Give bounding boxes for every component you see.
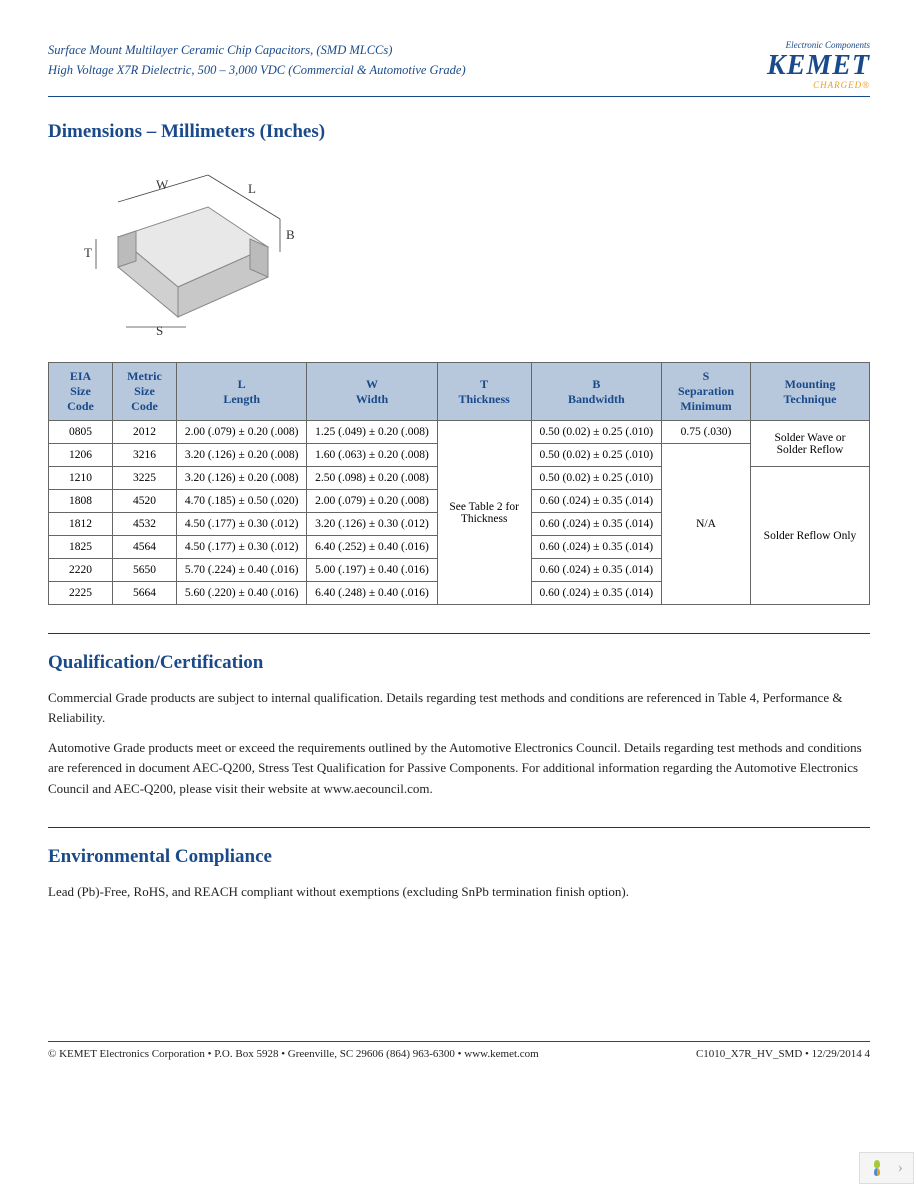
cell-bandwidth: 0.60 (.024) ± 0.35 (.014) <box>531 559 661 582</box>
cell-bandwidth: 0.60 (.024) ± 0.35 (.014) <box>531 536 661 559</box>
cell-metric: 3225 <box>113 467 177 490</box>
qualification-p2: Automotive Grade products meet or exceed… <box>48 738 870 798</box>
cell-width: 6.40 (.252) ± 0.40 (.016) <box>307 536 437 559</box>
cell-mounting: Solder Wave orSolder Reflow <box>751 421 870 467</box>
cell-length: 3.20 (.126) ± 0.20 (.008) <box>177 444 307 467</box>
th-thickness: TThickness <box>437 363 531 421</box>
diagram-label-w: W <box>156 177 169 192</box>
logo-block: Electronic Components KEMET CHARGED® <box>767 40 870 90</box>
diagram-label-t: T <box>84 245 92 260</box>
dimensions-heading: Dimensions – Millimeters (Inches) <box>48 121 870 143</box>
cell-metric: 4520 <box>113 490 177 513</box>
page-header: Surface Mount Multilayer Ceramic Chip Ca… <box>48 40 870 97</box>
cell-thickness: See Table 2 forThickness <box>437 421 531 605</box>
cell-mounting: Solder Reflow Only <box>751 467 870 605</box>
cell-bandwidth: 0.60 (.024) ± 0.35 (.014) <box>531 582 661 605</box>
cell-eia: 2225 <box>49 582 113 605</box>
cell-length: 4.50 (.177) ± 0.30 (.012) <box>177 513 307 536</box>
cell-bandwidth: 0.50 (0.02) ± 0.25 (.010) <box>531 467 661 490</box>
th-length: LLength <box>177 363 307 421</box>
cell-bandwidth: 0.60 (.024) ± 0.35 (.014) <box>531 513 661 536</box>
diagram-label-b: B <box>286 227 295 242</box>
widget-icon <box>866 1157 888 1179</box>
cell-width: 2.50 (.098) ± 0.20 (.008) <box>307 467 437 490</box>
cell-width: 1.25 (.049) ± 0.20 (.008) <box>307 421 437 444</box>
section-divider <box>48 633 870 634</box>
logo-tagline: CHARGED® <box>767 80 870 90</box>
cell-eia: 1210 <box>49 467 113 490</box>
cell-metric: 2012 <box>113 421 177 444</box>
th-mounting: MountingTechnique <box>751 363 870 421</box>
chevron-right-icon[interactable]: › <box>894 1159 907 1177</box>
cell-eia: 2220 <box>49 559 113 582</box>
environmental-p1: Lead (Pb)-Free, RoHS, and REACH complian… <box>48 882 870 902</box>
cell-eia: 1808 <box>49 490 113 513</box>
qualification-heading: Qualification/Certification <box>48 652 870 674</box>
cell-separation: N/A <box>662 444 751 605</box>
table-row: 080520122.00 (.079) ± 0.20 (.008)1.25 (.… <box>49 421 870 444</box>
cell-metric: 3216 <box>113 444 177 467</box>
logo-subtitle: Electronic Components <box>767 40 870 50</box>
th-bandwidth: BBandwidth <box>531 363 661 421</box>
cell-eia: 0805 <box>49 421 113 444</box>
header-product-lines: Surface Mount Multilayer Ceramic Chip Ca… <box>48 40 466 80</box>
cell-length: 3.20 (.126) ± 0.20 (.008) <box>177 467 307 490</box>
cell-length: 4.50 (.177) ± 0.30 (.012) <box>177 536 307 559</box>
environmental-heading: Environmental Compliance <box>48 846 870 868</box>
cell-width: 5.00 (.197) ± 0.40 (.016) <box>307 559 437 582</box>
diagram-label-s: S <box>156 323 163 337</box>
cell-length: 2.00 (.079) ± 0.20 (.008) <box>177 421 307 444</box>
cell-metric: 5650 <box>113 559 177 582</box>
th-eia: EIASizeCode <box>49 363 113 421</box>
cell-width: 6.40 (.248) ± 0.40 (.016) <box>307 582 437 605</box>
cell-width: 3.20 (.126) ± 0.30 (.012) <box>307 513 437 536</box>
dimensions-table: EIASizeCode MetricSizeCode LLength WWidt… <box>48 362 870 605</box>
cell-length: 5.70 (.224) ± 0.40 (.016) <box>177 559 307 582</box>
cell-separation: 0.75 (.030) <box>662 421 751 444</box>
diagram-label-l: L <box>248 181 256 196</box>
cell-bandwidth: 0.50 (0.02) ± 0.25 (.010) <box>531 444 661 467</box>
logo-main: KEMET <box>767 52 870 80</box>
th-metric: MetricSizeCode <box>113 363 177 421</box>
cell-bandwidth: 0.60 (.024) ± 0.35 (.014) <box>531 490 661 513</box>
qualification-p1: Commercial Grade products are subject to… <box>48 688 870 728</box>
cell-length: 4.70 (.185) ± 0.50 (.020) <box>177 490 307 513</box>
th-width: WWidth <box>307 363 437 421</box>
footer-left: © KEMET Electronics Corporation • P.O. B… <box>48 1048 539 1060</box>
header-line2: High Voltage X7R Dielectric, 500 – 3,000… <box>48 60 466 80</box>
cell-width: 2.00 (.079) ± 0.20 (.008) <box>307 490 437 513</box>
cell-bandwidth: 0.50 (0.02) ± 0.25 (.010) <box>531 421 661 444</box>
th-separation: SSeparationMinimum <box>662 363 751 421</box>
corner-widget[interactable]: › <box>859 1152 914 1184</box>
footer-right: C1010_X7R_HV_SMD • 12/29/2014 4 <box>696 1048 870 1060</box>
cell-eia: 1206 <box>49 444 113 467</box>
page-footer: © KEMET Electronics Corporation • P.O. B… <box>48 1041 870 1060</box>
cell-metric: 4532 <box>113 513 177 536</box>
capacitor-diagram: W L B T S <box>58 157 870 342</box>
header-line1: Surface Mount Multilayer Ceramic Chip Ca… <box>48 40 466 60</box>
cell-metric: 4564 <box>113 536 177 559</box>
cell-eia: 1812 <box>49 513 113 536</box>
cell-metric: 5664 <box>113 582 177 605</box>
cell-width: 1.60 (.063) ± 0.20 (.008) <box>307 444 437 467</box>
section-divider <box>48 827 870 828</box>
cell-eia: 1825 <box>49 536 113 559</box>
capacitor-svg: W L B T S <box>58 157 298 337</box>
cell-length: 5.60 (.220) ± 0.40 (.016) <box>177 582 307 605</box>
